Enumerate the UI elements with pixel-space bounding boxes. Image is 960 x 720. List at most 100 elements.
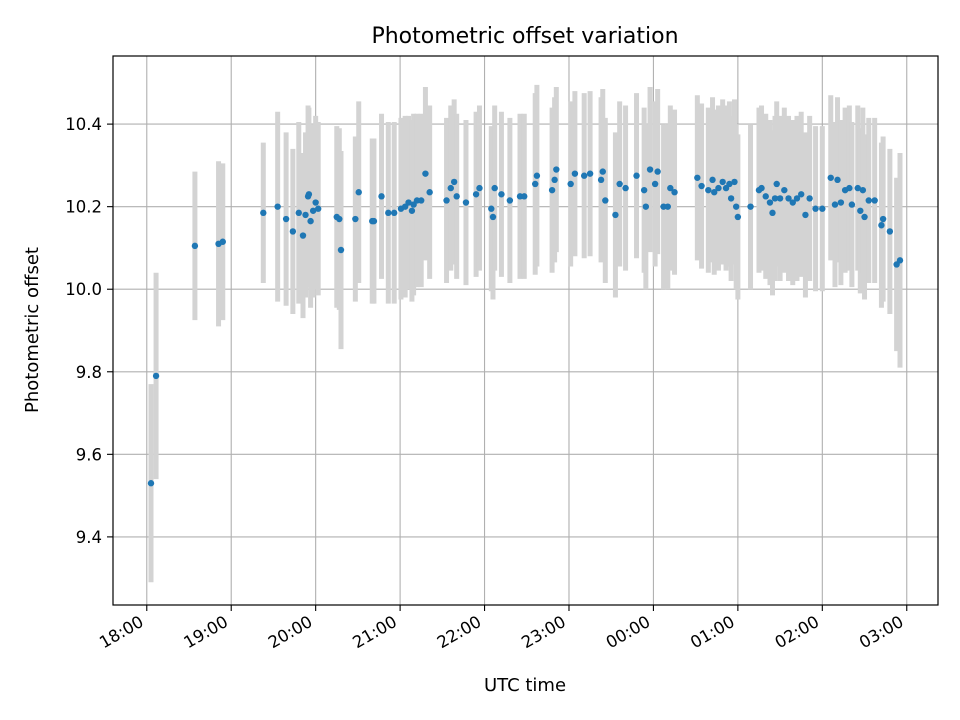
y-tick-label: 10.4: [65, 115, 102, 134]
data-point: [533, 172, 541, 179]
data-point: [762, 193, 769, 200]
data-point: [586, 170, 594, 177]
data-point: [385, 209, 392, 217]
data-point: [633, 172, 640, 179]
data-point: [548, 186, 556, 194]
data-point: [719, 178, 726, 186]
y-axis-label: Photometric offset: [22, 247, 43, 413]
data-point: [651, 180, 659, 188]
data-point: [640, 186, 648, 194]
data-point: [612, 211, 619, 219]
data-point: [274, 203, 281, 210]
data-point: [766, 199, 774, 206]
data-point: [307, 217, 314, 225]
data-point: [812, 205, 819, 212]
data-point: [758, 184, 765, 192]
data-point: [731, 178, 738, 186]
data-point: [289, 228, 297, 235]
data-point: [886, 228, 894, 235]
data-point: [302, 211, 309, 219]
data-point: [861, 213, 868, 221]
data-point: [747, 203, 754, 210]
data-point: [447, 184, 454, 192]
data-point: [567, 180, 574, 188]
data-point: [314, 205, 322, 212]
data-point: [551, 176, 558, 184]
data-point: [709, 176, 716, 184]
data-point: [599, 168, 606, 175]
data-point: [336, 215, 343, 223]
data-point: [837, 199, 845, 206]
data-point: [667, 184, 674, 192]
data-point: [580, 172, 588, 179]
data-point: [806, 195, 813, 202]
data-point: [337, 246, 345, 254]
data-point: [370, 217, 378, 225]
data-point: [789, 199, 796, 206]
data-point: [282, 215, 290, 223]
data-point: [488, 205, 495, 212]
data-point: [390, 209, 398, 217]
data-point: [312, 199, 319, 206]
y-tick-label: 10.0: [65, 280, 102, 299]
data-point: [854, 184, 861, 192]
data-point: [378, 193, 385, 200]
data-point: [776, 195, 784, 202]
data-point: [734, 213, 742, 221]
data-point: [785, 195, 792, 202]
data-point: [781, 186, 788, 194]
data-point: [827, 174, 834, 181]
chart-title: Photometric offset variation: [371, 24, 678, 49]
data-point: [462, 199, 470, 206]
data-point: [646, 166, 654, 173]
data-point: [871, 197, 878, 204]
data-point: [671, 189, 678, 196]
data-point: [705, 186, 712, 194]
data-point: [711, 189, 718, 196]
data-point: [571, 170, 579, 177]
data-point: [802, 211, 809, 219]
data-point: [773, 180, 780, 188]
y-tick-label: 9.4: [76, 528, 102, 547]
data-point: [506, 197, 514, 204]
data-point: [859, 186, 867, 194]
data-point: [260, 209, 267, 217]
data-point: [879, 215, 887, 223]
data-point: [191, 242, 199, 250]
y-tick-label: 9.8: [76, 363, 102, 382]
data-points: [147, 166, 904, 487]
data-point: [622, 184, 629, 192]
data-point: [865, 197, 872, 204]
data-point: [489, 213, 497, 221]
data-point: [521, 193, 528, 200]
data-point: [857, 207, 864, 214]
data-point: [355, 189, 362, 196]
data-point: [769, 209, 776, 217]
data-point: [654, 168, 661, 175]
data-point: [532, 180, 539, 188]
data-point: [846, 184, 853, 192]
y-tick-label: 10.2: [65, 198, 102, 217]
data-point: [834, 176, 841, 184]
data-point: [422, 170, 429, 177]
data-point: [498, 191, 505, 198]
data-point: [732, 203, 740, 210]
data-point: [450, 178, 458, 186]
data-point: [831, 201, 839, 208]
data-point: [597, 176, 605, 184]
data-point: [472, 191, 480, 198]
data-point: [408, 207, 416, 214]
data-point: [305, 191, 313, 198]
data-point: [771, 195, 779, 202]
data-point: [299, 232, 307, 239]
data-point: [295, 209, 302, 217]
data-point: [726, 180, 733, 188]
data-point: [727, 195, 735, 202]
data-point: [798, 191, 805, 198]
data-point: [553, 166, 560, 173]
y-tick-label: 9.6: [76, 445, 102, 464]
data-point: [453, 193, 460, 200]
data-point: [819, 205, 826, 212]
data-point: [491, 184, 498, 192]
